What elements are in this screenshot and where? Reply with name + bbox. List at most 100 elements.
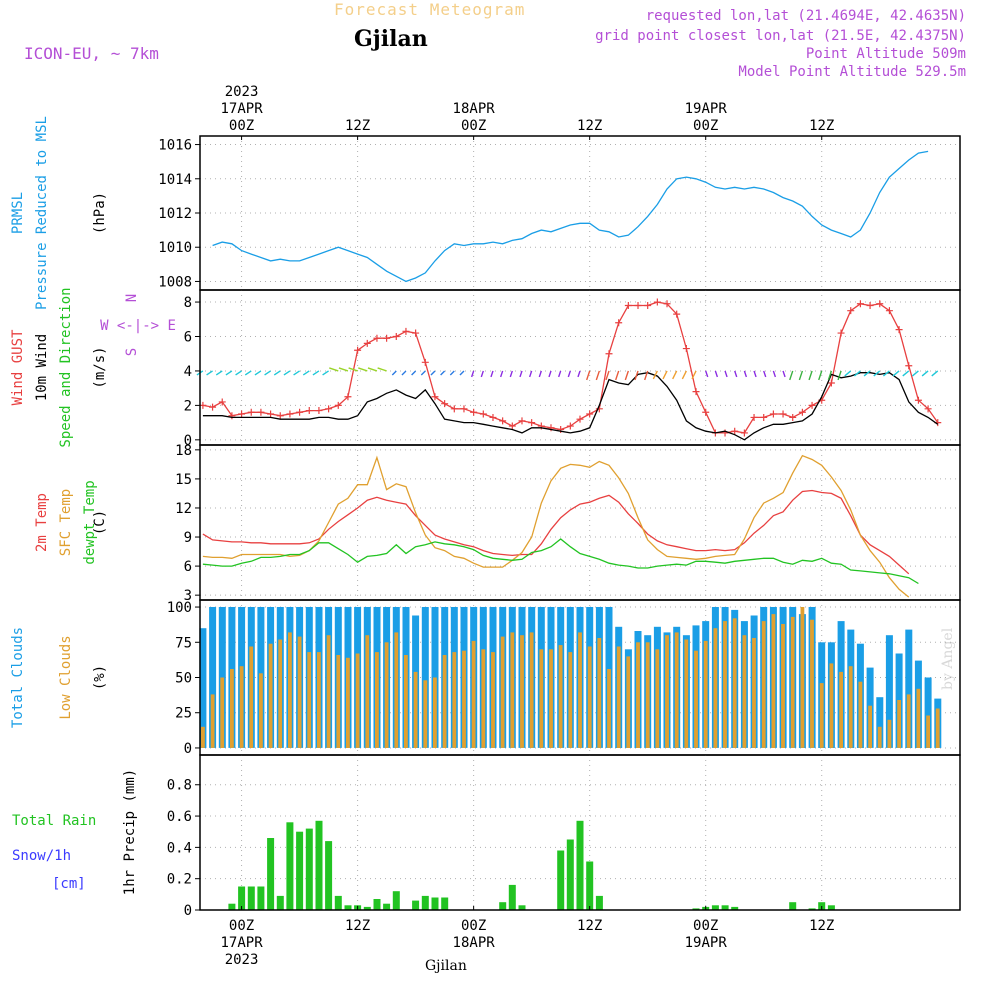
bar-low-clouds <box>665 635 669 748</box>
bar-low-clouds <box>607 669 611 748</box>
bar-total-rain <box>827 905 835 910</box>
gust-marker <box>750 413 758 421</box>
bar-low-clouds <box>568 652 573 748</box>
bar-total-rain <box>692 908 700 910</box>
gust-marker <box>296 408 304 416</box>
y-tick-label: 0.8 <box>167 778 192 794</box>
wind-direction-arrow <box>420 370 426 376</box>
bar-total-rain <box>276 895 284 910</box>
series-line-10m-wind <box>202 372 939 441</box>
gust-marker <box>789 413 797 421</box>
bar-low-clouds <box>626 656 631 748</box>
bar-total-rain <box>296 831 304 910</box>
bar-low-clouds <box>781 624 785 748</box>
bar-total-rain <box>305 828 313 910</box>
gust-marker <box>209 403 217 411</box>
wind-direction-arrow <box>225 370 233 376</box>
gust-marker <box>383 334 391 342</box>
bar-low-clouds <box>481 649 486 748</box>
bar-total-rain <box>247 886 255 910</box>
wind-direction-arrow <box>798 370 804 381</box>
bar-total-rain <box>334 895 342 910</box>
gust-marker <box>808 401 816 409</box>
bar-total-rain <box>508 884 516 910</box>
bar-low-clouds <box>520 635 524 748</box>
wind-direction-arrow <box>449 370 455 376</box>
wind-direction-arrow <box>293 370 300 376</box>
bar-low-clouds <box>800 607 805 748</box>
bar-total-rain <box>412 900 420 910</box>
gust-marker <box>489 413 497 421</box>
y-tick-label: 6 <box>184 330 192 346</box>
bar-low-clouds <box>839 671 843 748</box>
gust-marker <box>218 398 226 406</box>
y-tick-label: 0 <box>184 903 192 919</box>
footer-location: Gjilan <box>425 958 467 974</box>
wind-direction-arrow <box>490 370 494 378</box>
time-label-top: 00Z <box>461 118 486 134</box>
wind-direction-arrow <box>892 370 900 377</box>
series-line-2m-temp <box>202 489 910 575</box>
bar-low-clouds <box>365 635 370 748</box>
wind-direction-arrow <box>714 370 719 378</box>
bar-low-clouds <box>317 652 321 748</box>
panel-clouds: 0 25 50 75 100 <box>167 599 961 757</box>
wind-direction-arrow <box>902 370 910 377</box>
time-label-bottom: 19APR <box>685 935 728 951</box>
bar-total-clouds <box>876 697 884 748</box>
wind-direction-arrow <box>911 370 919 377</box>
wind-direction-arrow <box>624 370 630 381</box>
y-tick-label: 0 <box>184 741 192 757</box>
compass-we: W <-|-> E <box>100 318 176 334</box>
gust-marker <box>895 326 903 334</box>
time-label-top: 19APR <box>685 101 728 117</box>
y-tick-label: 25 <box>175 706 192 722</box>
wind-direction-arrow <box>348 367 358 372</box>
gust-marker <box>402 327 410 335</box>
bar-total-rain <box>267 838 275 910</box>
model-label: ICON-EU, ~ 7km <box>24 44 159 63</box>
wind-direction-arrow <box>789 370 794 381</box>
bar-low-clouds <box>471 640 476 748</box>
wind-direction-arrow <box>705 370 709 378</box>
bar-low-clouds <box>761 621 766 748</box>
gust-marker <box>856 300 864 308</box>
wind-direction-arrow <box>882 370 890 377</box>
wind-direction-arrow <box>312 370 320 376</box>
gust-marker <box>421 358 429 366</box>
bar-low-clouds <box>491 652 495 748</box>
side-label-total-rain: Total Rain <box>12 813 96 829</box>
bar-low-clouds <box>230 669 234 748</box>
side-label-temp: 2m Temp <box>34 493 50 552</box>
wind-direction-arrow <box>753 370 757 378</box>
gust-marker <box>228 412 236 420</box>
bar-low-clouds <box>239 666 244 748</box>
side-label-wind: Speed and Direction <box>58 287 74 447</box>
wind-direction-arrow <box>672 370 678 380</box>
y-tick-label: 18 <box>175 443 192 459</box>
bar-low-clouds <box>423 680 428 748</box>
requested-coords: requested lon,lat (21.4694E, 42.4635N) <box>645 8 966 24</box>
gust-marker <box>692 388 700 396</box>
wind-direction-arrow <box>302 370 310 376</box>
wind-direction-arrow <box>322 370 329 376</box>
wind-direction-arrow <box>691 370 697 380</box>
bar-total-rain <box>392 891 400 910</box>
gust-marker <box>460 405 468 413</box>
wind-direction-arrow <box>235 370 242 376</box>
time-label-bottom: 00Z <box>229 918 254 934</box>
gust-marker <box>682 345 690 353</box>
wind-direction-arrow <box>681 370 687 380</box>
gust-marker <box>325 405 333 413</box>
gust-marker <box>702 408 710 416</box>
wind-direction-arrow <box>837 370 842 381</box>
bar-total-clouds <box>209 607 217 748</box>
wind-direction-arrow <box>873 370 881 377</box>
bar-low-clouds <box>742 635 747 748</box>
bar-low-clouds <box>288 632 292 748</box>
side-label-snow-unit: [cm] <box>52 876 86 892</box>
bar-total-rain <box>711 905 719 910</box>
y-tick-label: 1016 <box>158 138 192 154</box>
time-label-bottom: 18APR <box>453 935 496 951</box>
gust-marker <box>479 410 487 418</box>
